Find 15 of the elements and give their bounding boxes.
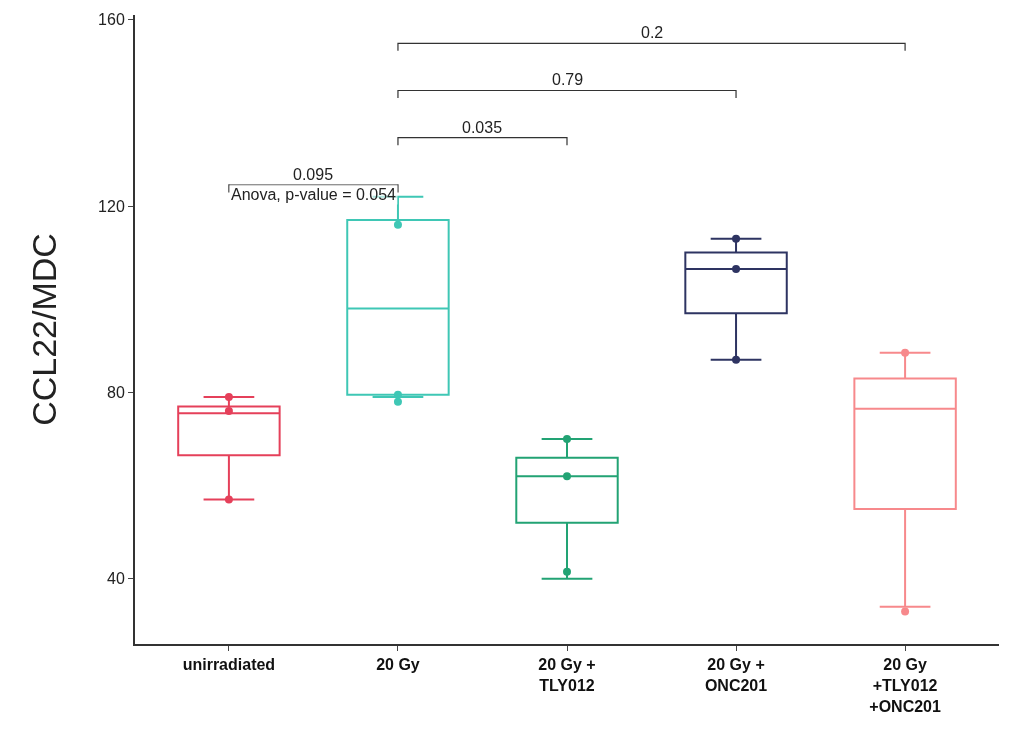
- y-tick-label: 160: [98, 11, 125, 29]
- annotation: 0.095: [293, 166, 334, 183]
- x-tick-label: unirradiated: [182, 656, 276, 674]
- x-tick-label: 20 Gy + ONC201: [704, 656, 768, 694]
- y-tick-label: 40: [107, 570, 125, 588]
- annotation: Anova, p-value = 0.054: [231, 186, 397, 203]
- x-tick-label: 20 Gy: [376, 656, 420, 674]
- annotation: 0.79: [552, 71, 584, 88]
- annotation: 0.2: [641, 24, 664, 41]
- y-tick-label: 80: [107, 384, 125, 401]
- x-tick-label: 20 Gy +TLY012 +ONC201: [869, 656, 941, 715]
- x-tick-label: 20 Gy + TLY012: [538, 656, 596, 694]
- y-axis-title: CCL22/MDC: [25, 233, 63, 426]
- annotation: 0.035: [462, 119, 503, 136]
- y-tick-label: 120: [98, 197, 125, 215]
